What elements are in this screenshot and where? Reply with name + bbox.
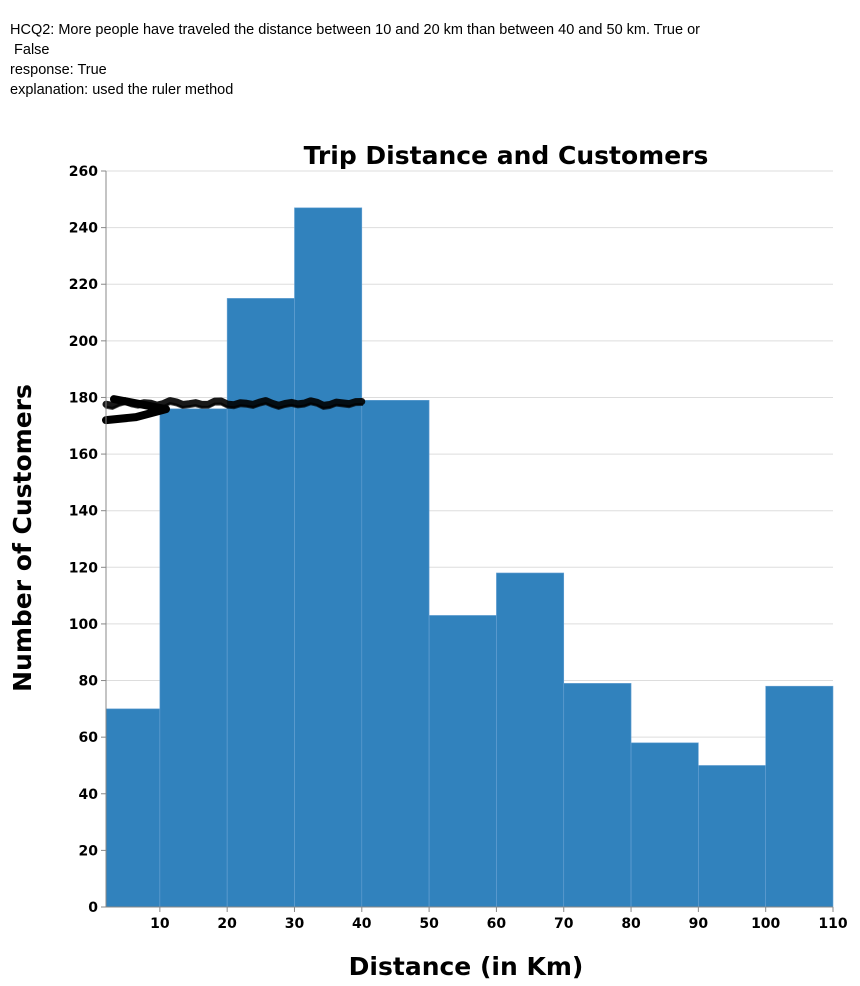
histogram-bar (226, 298, 295, 908)
y-tick-label: 60 (79, 730, 99, 746)
histogram-bar (630, 742, 699, 908)
y-axis-title: Number of Customers (8, 384, 37, 692)
y-tick-label: 240 (69, 221, 98, 237)
y-tick-label: 40 (79, 787, 99, 803)
y-tick-label: 120 (69, 560, 98, 576)
chart-title: Trip Distance and Customers (304, 141, 709, 170)
x-tick-label: 20 (217, 916, 237, 932)
histogram-bar (496, 572, 565, 908)
y-tick-label: 80 (79, 674, 99, 690)
histogram-bar (294, 207, 363, 908)
x-axis-title: Distance (in Km) (349, 952, 584, 981)
histogram-bar (159, 408, 228, 908)
x-tick-label: 70 (554, 916, 574, 932)
response-text: response: True (10, 62, 107, 78)
histogram-bar (765, 685, 834, 908)
bars (105, 207, 834, 908)
y-axis-ticks: 0 20 40 60 80 100 120 140 160 180 200 220 240 260 (69, 164, 106, 916)
y-tick-label: 220 (69, 277, 98, 293)
question-block: HCQ2: More people have traveled the dist… (10, 20, 830, 100)
x-tick-label: 50 (419, 916, 439, 932)
x-tick-label: 40 (352, 916, 372, 932)
x-tick-label: 10 (150, 916, 170, 932)
y-tick-label: 200 (69, 334, 98, 350)
y-tick-label: 260 (69, 164, 98, 180)
y-tick-label: 160 (69, 447, 98, 463)
question-text-line2: False (10, 42, 50, 58)
histogram-bar (428, 615, 497, 908)
histogram-bar (105, 708, 161, 908)
y-tick-label: 0 (88, 900, 98, 916)
explanation-text: explanation: used the ruler method (10, 82, 234, 98)
x-tick-label: 30 (285, 916, 305, 932)
histogram-bar (563, 683, 632, 908)
x-tick-label: 100 (751, 916, 780, 932)
x-tick-label: 80 (621, 916, 641, 932)
histogram-bar (361, 399, 430, 908)
y-tick-label: 100 (69, 617, 98, 633)
x-tick-label: 110 (818, 916, 847, 932)
x-tick-label: 90 (689, 916, 709, 932)
x-tick-label: 60 (487, 916, 507, 932)
histogram-bar (698, 765, 766, 908)
question-text-line1: HCQ2: More people have traveled the dist… (10, 22, 700, 38)
y-tick-label: 180 (69, 390, 98, 406)
y-tick-label: 140 (69, 504, 98, 520)
ruler-stroke (102, 395, 170, 425)
x-axis-ticks: 10 20 30 40 50 60 70 80 90 100 110 (150, 907, 848, 932)
y-tick-label: 20 (79, 843, 99, 859)
ruler-annotation (102, 395, 366, 425)
